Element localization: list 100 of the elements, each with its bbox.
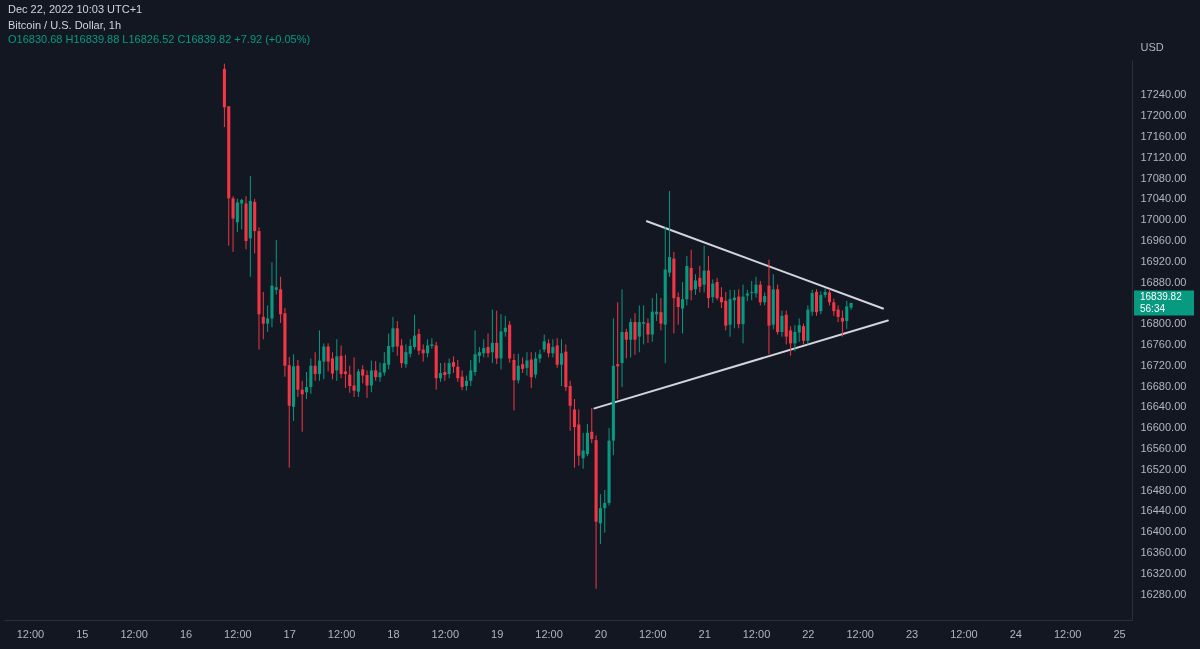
y-tick-label: 17200.00 xyxy=(1140,109,1187,122)
candlestick xyxy=(689,249,693,301)
x-tick-label: 15 xyxy=(76,627,89,640)
candlestick xyxy=(845,300,849,330)
x-tick-label: 23 xyxy=(905,627,919,640)
chart-title: Bitcoin / U.S. Dollar, 1h xyxy=(8,19,122,31)
candlestick xyxy=(343,354,347,389)
y-axis-title: USD xyxy=(1140,40,1164,53)
y-tick-label: 16320.00 xyxy=(1140,566,1187,579)
text: 16839.82 xyxy=(1140,290,1183,302)
candlestick xyxy=(365,369,369,399)
candlestick xyxy=(322,342,326,380)
candlestick xyxy=(659,297,663,331)
candlestick xyxy=(529,351,533,389)
candlestick xyxy=(637,304,641,353)
candlestick xyxy=(616,301,620,400)
x-tick-label: 19 xyxy=(491,627,504,640)
x-tick-label: 12:00 xyxy=(1053,627,1082,640)
candlestick xyxy=(698,265,702,293)
y-tick-label: 16560.00 xyxy=(1140,441,1187,454)
candlestick xyxy=(559,338,564,387)
candlestick xyxy=(585,423,589,457)
candlestick xyxy=(240,198,244,231)
y-tick-label: 17160.00 xyxy=(1140,129,1187,142)
candlestick xyxy=(624,328,628,359)
x-tick-label: 22 xyxy=(802,627,815,640)
y-tick-label: 17240.00 xyxy=(1140,88,1187,101)
x-tick-label: 12:00 xyxy=(846,627,874,640)
x-tick-label: 12:00 xyxy=(224,627,252,640)
candlestick xyxy=(482,338,486,358)
candlestick xyxy=(261,291,265,340)
x-tick-label: 12:00 xyxy=(327,627,356,640)
candlestick xyxy=(304,371,309,400)
candlestick xyxy=(801,323,806,345)
y-tick-label: 16520.00 xyxy=(1140,462,1187,475)
x-tick-label: 21 xyxy=(698,627,711,640)
candlestick xyxy=(598,493,602,545)
y-tick-label: 16680.00 xyxy=(1140,379,1187,392)
x-tick-label: 25 xyxy=(1113,627,1126,640)
candlestick xyxy=(512,353,516,411)
x-tick-label: 12:00 xyxy=(639,627,667,640)
candlestick xyxy=(572,398,577,469)
candlestick xyxy=(486,333,490,358)
candlestick xyxy=(551,338,555,358)
x-tick-label: 20 xyxy=(594,627,608,640)
candlestick xyxy=(404,343,408,369)
candlestick xyxy=(793,324,797,352)
candlestick xyxy=(348,365,352,394)
x-tick-label: 12:00 xyxy=(535,627,563,640)
candlestick xyxy=(490,309,494,364)
candlestick xyxy=(339,344,343,379)
candlestick xyxy=(650,297,654,343)
y-tick-label: 16880.00 xyxy=(1140,275,1187,288)
candlestick xyxy=(443,362,447,382)
candlestick xyxy=(266,304,270,333)
byline-text: Dec 22, 2022 10:03 UTC+1 xyxy=(8,3,143,15)
y-tick-label: 16280.00 xyxy=(1140,587,1187,600)
x-tick-label: 18 xyxy=(387,627,400,640)
candlestick xyxy=(469,359,473,387)
y-tick-label: 16960.00 xyxy=(1140,233,1187,246)
x-tick-label: 17 xyxy=(283,627,296,640)
candlestick xyxy=(413,314,417,351)
candlestick xyxy=(326,342,330,372)
x-tick-label: 12:00 xyxy=(120,627,148,640)
candlestick xyxy=(317,329,322,382)
y-tick-label: 17040.00 xyxy=(1140,192,1187,205)
candlestick xyxy=(374,360,378,382)
candlestick xyxy=(676,291,680,326)
candlestick xyxy=(819,290,823,315)
candlestick xyxy=(840,310,844,338)
y-tick-label: 16480.00 xyxy=(1140,483,1187,496)
y-tick-label: 16400.00 xyxy=(1140,525,1187,538)
candlestick xyxy=(693,273,698,296)
x-tick-label: 12:00 xyxy=(16,627,45,640)
candlestick xyxy=(447,357,451,379)
candlestick xyxy=(603,489,607,534)
text: 56:34 xyxy=(1140,302,1166,314)
candlestick xyxy=(313,351,317,382)
candlestick xyxy=(309,357,313,395)
x-tick-label: 24 xyxy=(1009,627,1022,640)
candlestick xyxy=(369,360,373,393)
candlestick xyxy=(780,310,784,338)
candlestick xyxy=(711,278,715,304)
candlestick xyxy=(352,356,356,398)
y-tick-label: 16360.00 xyxy=(1140,545,1187,558)
candlestick xyxy=(581,432,585,470)
candlestick xyxy=(296,359,300,398)
y-tick-label: 16640.00 xyxy=(1140,400,1187,413)
y-tick-label: 16720.00 xyxy=(1140,358,1187,371)
candlestick xyxy=(642,304,646,345)
candlestick xyxy=(814,288,819,317)
candlestick xyxy=(590,407,594,444)
x-tick-label: 12:00 xyxy=(950,627,978,640)
candlestick xyxy=(680,281,685,334)
candlestick xyxy=(460,369,464,391)
chart-subtitle: O16830.68 H16839.88 L16826.52 C16839.82 +7.92 (+0.05%) xyxy=(8,33,311,45)
candlestick xyxy=(417,328,421,356)
candlestick xyxy=(633,312,637,356)
candlestick xyxy=(534,351,538,379)
candlestick xyxy=(495,310,499,365)
